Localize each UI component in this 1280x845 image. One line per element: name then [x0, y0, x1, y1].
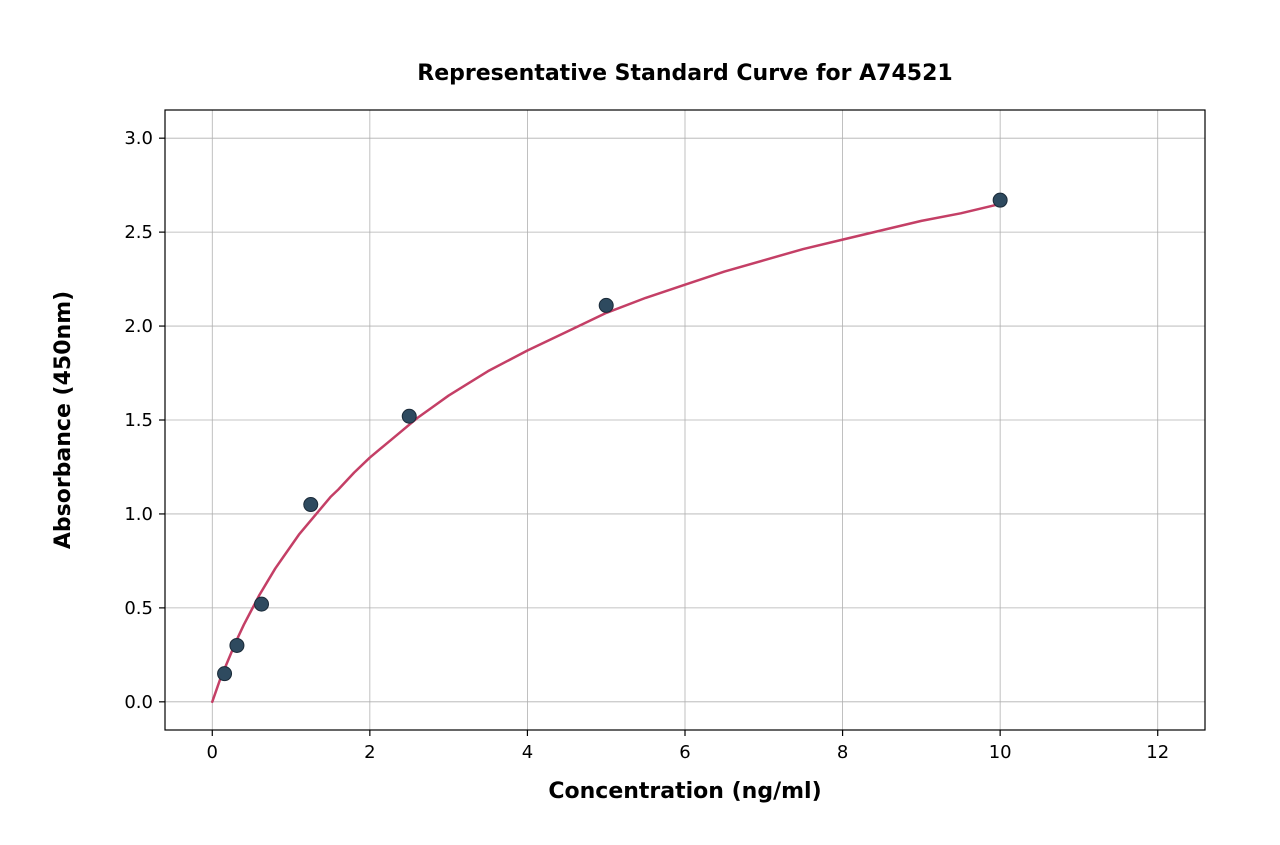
- data-point: [402, 409, 416, 423]
- x-axis-label: Concentration (ng/ml): [548, 779, 821, 804]
- data-point: [304, 498, 318, 512]
- x-tick-label: 8: [837, 742, 848, 763]
- data-point: [255, 597, 269, 611]
- y-tick-label: 2.5: [124, 222, 153, 243]
- data-point: [218, 667, 232, 681]
- x-tick-label: 6: [679, 742, 690, 763]
- y-tick-label: 1.5: [124, 410, 153, 431]
- y-tick-label: 2.0: [124, 316, 153, 337]
- y-tick-label: 3.0: [124, 128, 153, 149]
- data-point: [230, 638, 244, 652]
- x-tick-label: 4: [522, 742, 533, 763]
- data-point: [993, 193, 1007, 207]
- x-tick-label: 0: [207, 742, 218, 763]
- y-tick-label: 1.0: [124, 504, 153, 525]
- chart-svg: 0 2 4 6 8 10 12 0.0 0.5 1.0 1.5 2.0 2.5 3.0 Concentrat…: [0, 0, 1280, 845]
- chart-container: 0 2 4 6 8 10 12 0.0 0.5 1.0 1.5 2.0 2.5 3.0 Concentrat…: [0, 0, 1280, 845]
- data-point: [599, 298, 613, 312]
- chart-title: Representative Standard Curve for A74521: [417, 61, 952, 86]
- x-tick-label: 10: [989, 742, 1012, 763]
- y-tick-label: 0.0: [124, 692, 153, 713]
- x-tick-label: 12: [1146, 742, 1169, 763]
- x-tick-label: 2: [364, 742, 375, 763]
- y-tick-label: 0.5: [124, 598, 153, 619]
- y-axis-label: Absorbance (450nm): [51, 291, 76, 549]
